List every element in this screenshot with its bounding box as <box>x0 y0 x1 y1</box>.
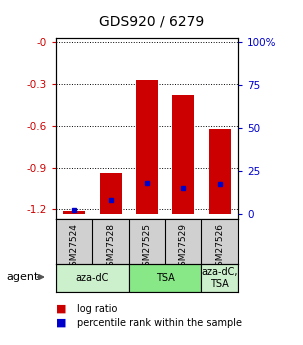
Bar <box>56 264 129 292</box>
Text: GSM27524: GSM27524 <box>70 223 79 272</box>
Text: percentile rank within the sample: percentile rank within the sample <box>77 318 242 327</box>
Text: TSA: TSA <box>156 273 175 283</box>
Bar <box>63 211 85 214</box>
Text: log ratio: log ratio <box>77 304 118 314</box>
Bar <box>172 95 194 214</box>
Bar <box>100 173 122 214</box>
Text: aza-dC: aza-dC <box>76 273 109 283</box>
Text: GSM27525: GSM27525 <box>142 223 152 272</box>
Bar <box>201 264 238 292</box>
Text: ■: ■ <box>56 318 67 327</box>
Bar <box>129 264 201 292</box>
Text: aza-dC,
TSA: aza-dC, TSA <box>201 267 238 288</box>
Text: agent: agent <box>7 272 39 282</box>
Text: GSM27528: GSM27528 <box>106 223 115 272</box>
Text: ■: ■ <box>56 304 67 314</box>
Bar <box>209 128 231 214</box>
Text: GSM27526: GSM27526 <box>215 223 224 272</box>
Bar <box>136 80 158 214</box>
Text: GDS920 / 6279: GDS920 / 6279 <box>99 15 204 29</box>
Text: GSM27529: GSM27529 <box>179 223 188 272</box>
